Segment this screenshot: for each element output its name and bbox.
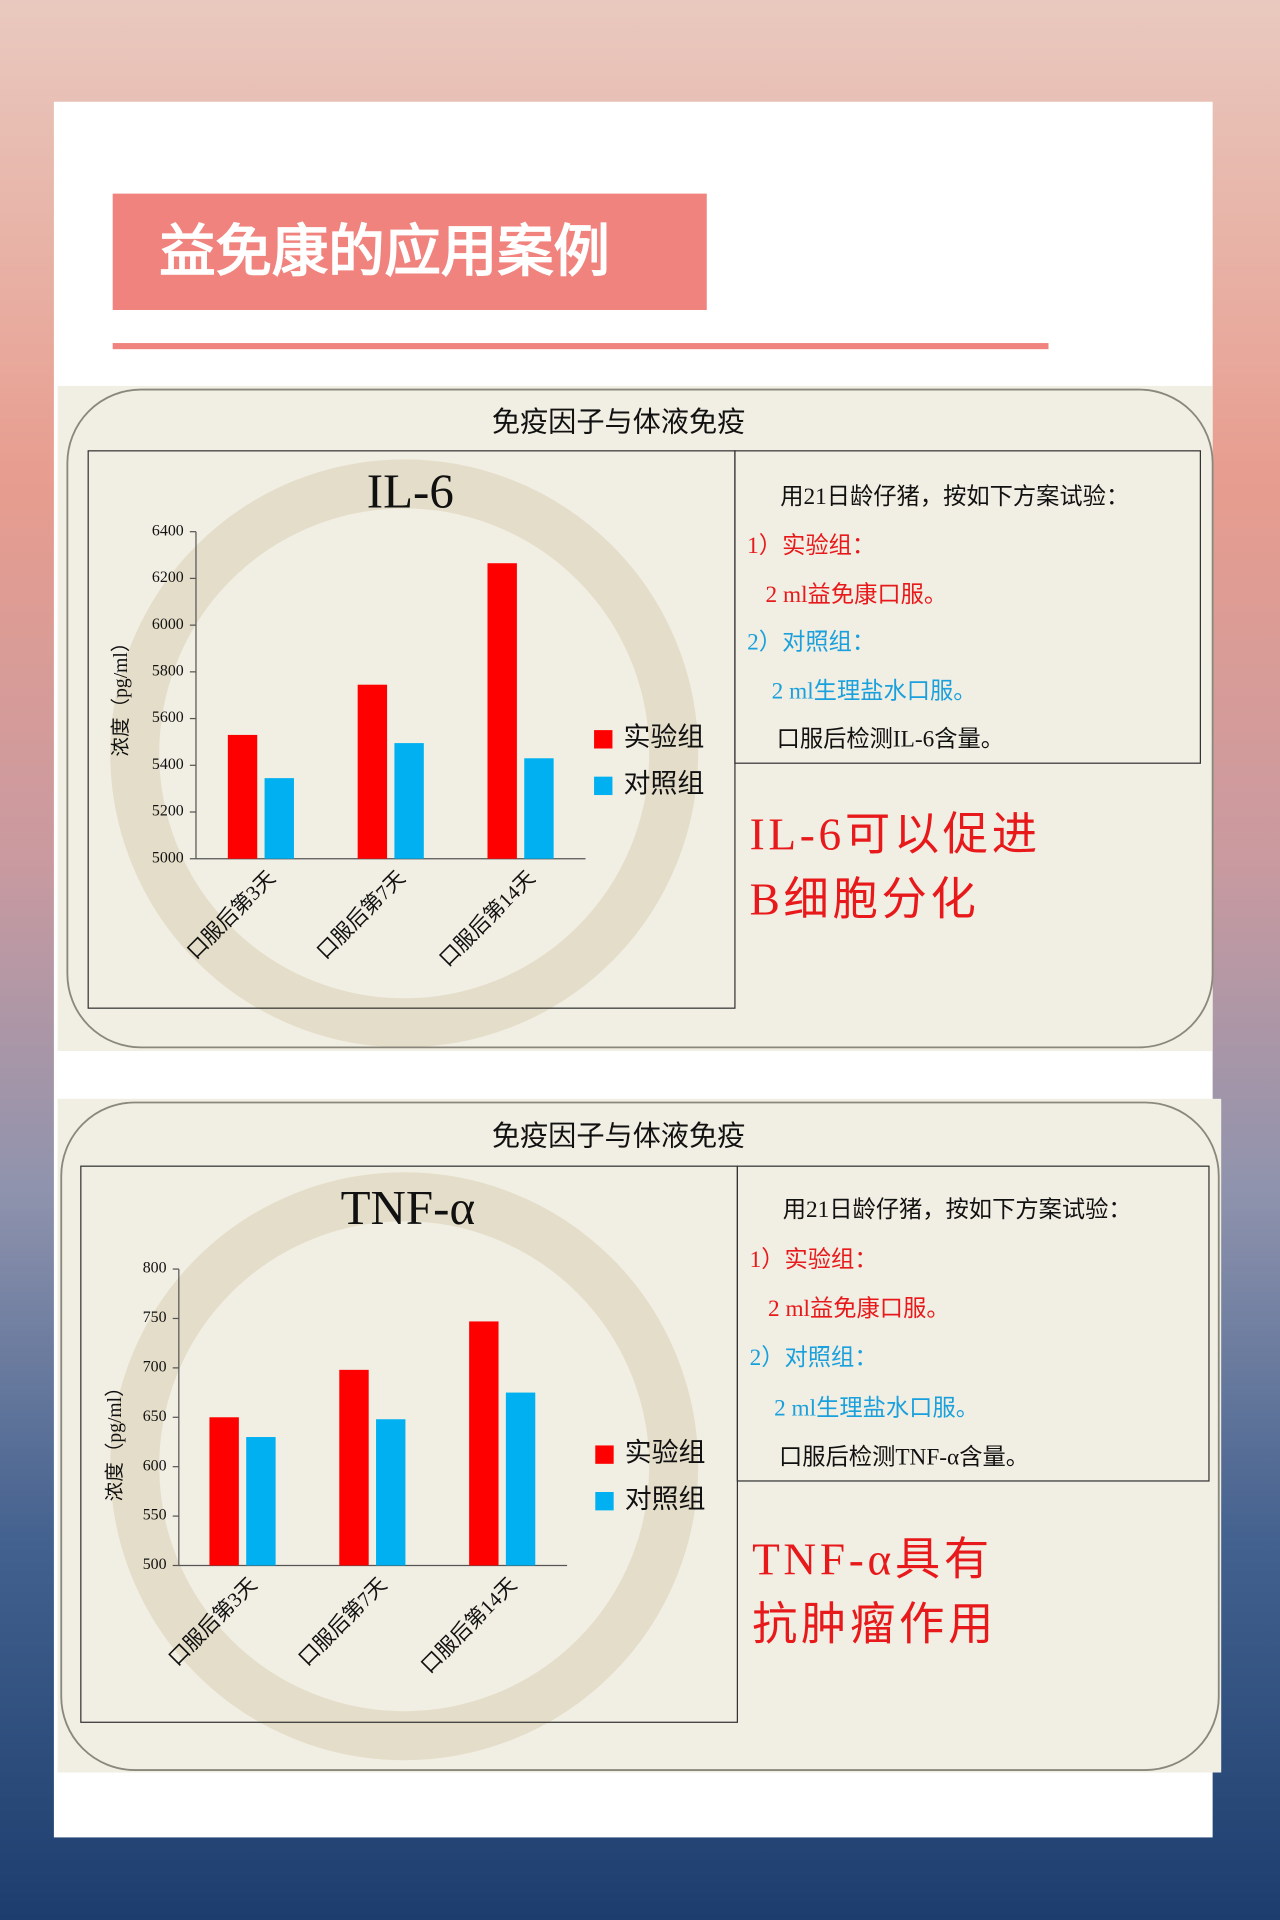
legend-label: 实验组	[623, 722, 704, 752]
bar	[357, 684, 388, 859]
conclusion: TNF-α具有	[752, 1535, 993, 1585]
note-line: 2 ml生理盐水口服。	[774, 1395, 979, 1421]
note-line: 1）实验组：	[750, 1247, 878, 1273]
bar	[339, 1369, 369, 1566]
y-tick-label: 5000	[152, 849, 184, 866]
bar	[469, 1321, 499, 1566]
panel-frame	[66, 388, 1214, 1049]
y-tick-label: 500	[143, 1556, 167, 1573]
note-line: 2 ml益免康口服。	[768, 1296, 950, 1322]
note-line: 2）对照组：	[750, 1345, 878, 1371]
y-tick-label: 6000	[152, 616, 184, 633]
legend-swatch	[594, 730, 613, 749]
bar	[209, 1417, 239, 1566]
y-tick-label: 5600	[152, 709, 184, 726]
y-tick-label: 5400	[152, 756, 184, 773]
legend-label: 对照组	[623, 769, 704, 799]
bar	[487, 563, 517, 859]
page-title: 益免康的应用案例	[159, 219, 610, 284]
bar	[246, 1437, 276, 1566]
bar	[376, 1419, 406, 1566]
y-axis-label: 浓度（pg/ml）	[104, 1377, 126, 1501]
conclusion: IL-6可以促进	[750, 810, 1041, 860]
title-underline	[112, 343, 1049, 350]
chart-title: IL-6	[367, 463, 454, 518]
y-tick-label: 600	[143, 1457, 167, 1474]
note-line: 2 ml益免康口服。	[766, 582, 948, 608]
note-line: 口服后检测TNF-α含量。	[779, 1444, 1029, 1470]
y-tick-label: 5800	[152, 663, 184, 680]
bar	[227, 734, 258, 859]
y-tick-label: 700	[143, 1359, 167, 1376]
legend-label: 对照组	[625, 1484, 706, 1514]
note-line: 2）对照组：	[747, 630, 875, 656]
panel-frame	[60, 1101, 1220, 1771]
bar	[524, 758, 554, 859]
legend-swatch	[595, 1491, 614, 1511]
legend-swatch	[594, 776, 613, 796]
y-tick-label: 6200	[152, 569, 184, 586]
note-box	[734, 450, 1201, 764]
bar	[394, 743, 424, 859]
note-line: 用21日龄仔猪，按如下方案试验：	[783, 1197, 1132, 1223]
panel-deco	[110, 459, 699, 1048]
y-tick-label: 750	[143, 1309, 167, 1326]
y-tick-label: 5200	[152, 803, 184, 820]
panel-heading: 免疫因子与体液免疫	[492, 1121, 745, 1153]
bar	[264, 778, 294, 859]
note-line: 口服后检测IL-6含量。	[777, 726, 1004, 752]
note-box	[736, 1165, 1210, 1482]
y-tick-label: 650	[143, 1408, 167, 1425]
note-line: 2 ml生理盐水口服。	[772, 679, 977, 705]
panel-deco	[110, 1172, 699, 1761]
chart-title: TNF-α	[341, 1180, 476, 1235]
legend-label: 实验组	[625, 1437, 706, 1467]
note-line: 1）实验组：	[747, 533, 875, 559]
y-axis-label: 浓度（pg/ml）	[110, 633, 132, 757]
bar	[505, 1392, 536, 1566]
panel-bg	[57, 385, 1213, 1052]
title-box	[112, 193, 707, 310]
note-line: 用21日龄仔猪，按如下方案试验：	[780, 484, 1129, 510]
y-tick-label: 800	[143, 1260, 167, 1277]
panel-heading: 免疫因子与体液免疫	[492, 407, 745, 439]
legend-swatch	[595, 1445, 614, 1464]
conclusion: B细胞分化	[750, 874, 980, 924]
conclusion: 抗肿瘤作用	[752, 1600, 997, 1650]
y-tick-label: 6400	[152, 522, 184, 539]
y-tick-label: 550	[143, 1507, 167, 1524]
